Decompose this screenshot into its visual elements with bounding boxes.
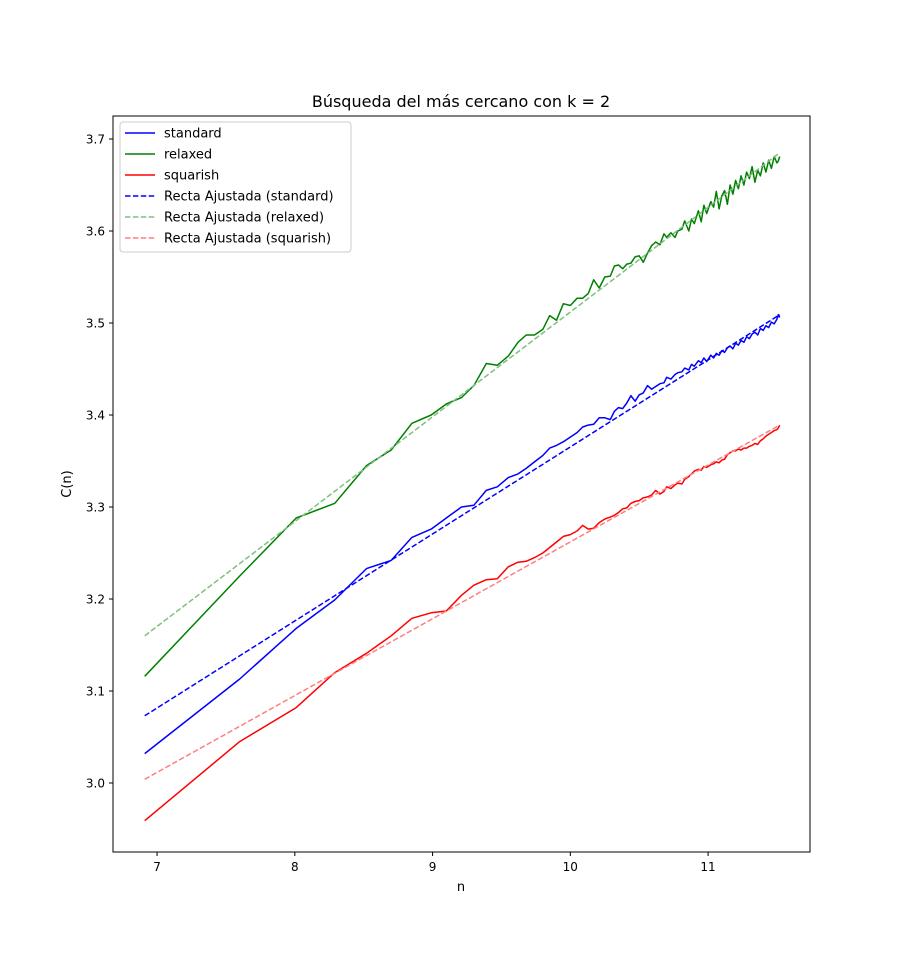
- x-tick-label: 11: [700, 860, 715, 874]
- legend-label-recta-ajustada-relaxed: Recta Ajustada (relaxed): [164, 211, 324, 226]
- y-tick-label: 3.2: [86, 593, 105, 607]
- y-tick-label: 3.6: [86, 225, 105, 239]
- y-tick-label: 3.4: [86, 409, 105, 423]
- y-tick-label: 3.5: [86, 317, 105, 331]
- legend-box: [119, 121, 352, 253]
- series-line-squarish: [144, 424, 781, 822]
- x-tick-label: 9: [429, 860, 437, 874]
- series-line-recta-ajustada-standard: [144, 314, 781, 717]
- y-axis-ticks: 3.0 3.1 3.2 3.3 3.4 3.5 3.6 3.7: [86, 133, 113, 791]
- chart-title: Búsqueda del más cercano con k = 2: [312, 92, 610, 111]
- legend: standard relaxed squarish Recta Ajustada (s…: [119, 121, 352, 253]
- legend-label-relaxed: relaxed: [164, 148, 212, 163]
- y-tick-label: 3.1: [86, 685, 105, 699]
- plot-frame: [112, 115, 811, 853]
- x-axis-label: n: [457, 880, 465, 895]
- series-line-standard: [144, 313, 781, 755]
- legend-label-squarish: squarish: [164, 169, 219, 184]
- y-tick-label: 3.3: [86, 501, 105, 515]
- x-tick-label: 10: [563, 860, 578, 874]
- x-axis-ticks: 7 8 9 10 11: [153, 852, 716, 874]
- legend-items: standard relaxed squarish Recta Ajustada (s…: [125, 127, 334, 247]
- y-axis-label: C(n): [60, 470, 75, 497]
- legend-label-recta-ajustada-standard: Recta Ajustada (standard): [164, 190, 334, 205]
- y-tick-label: 3.7: [86, 133, 105, 147]
- plot-lines: [144, 152, 781, 822]
- y-tick-label: 3.0: [86, 777, 105, 791]
- legend-label-recta-ajustada-squarish: Recta Ajustada (squarish): [164, 232, 331, 247]
- legend-label-standard: standard: [164, 127, 222, 142]
- series-line-recta-ajustada-relaxed: [144, 152, 781, 637]
- x-tick-label: 7: [153, 860, 161, 874]
- series-line-recta-ajustada-squarish: [144, 424, 781, 780]
- x-tick-label: 8: [291, 860, 299, 874]
